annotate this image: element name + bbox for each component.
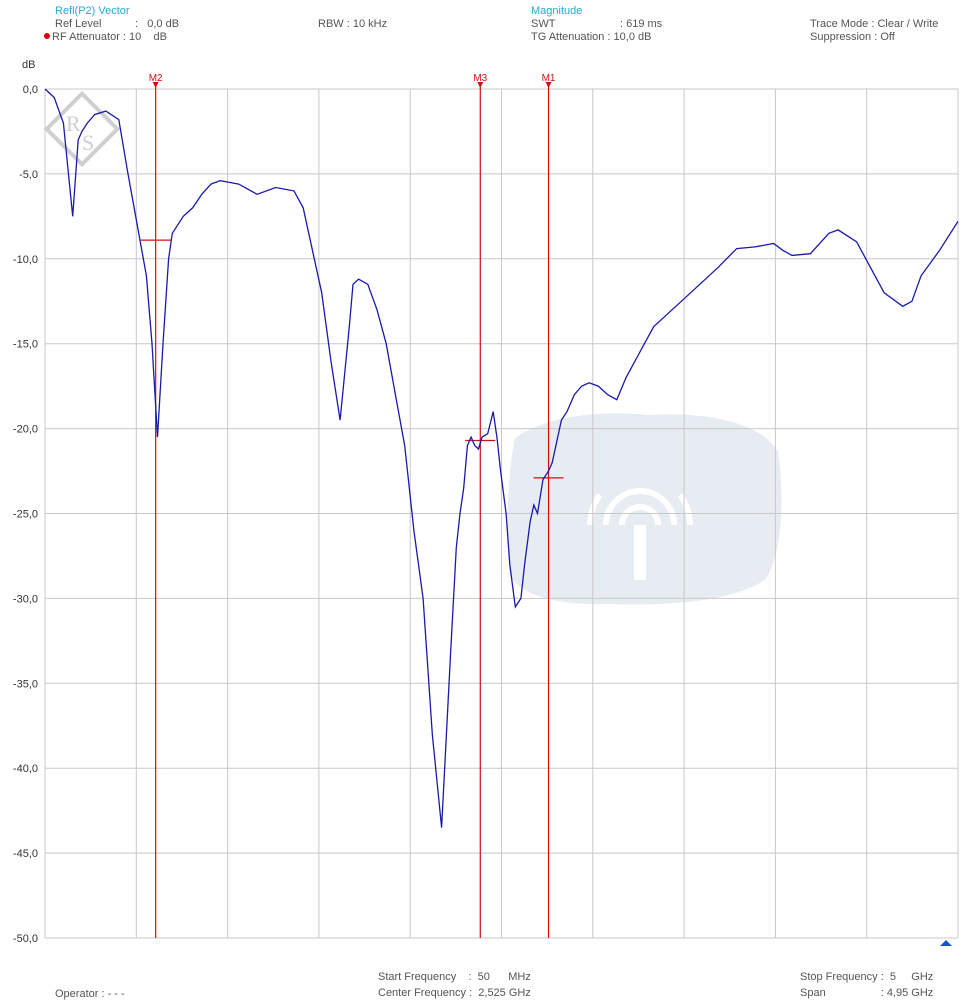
- y-tick-label: -45,0: [13, 848, 38, 860]
- y-tick-label: 0,0: [23, 84, 38, 96]
- span: Span : 4,95 GHz: [800, 987, 934, 999]
- rf-attenuator-text: RF Attenuator : 10 dB: [52, 31, 167, 43]
- trace-mode: Trace Mode : Clear / Write: [810, 18, 939, 30]
- marker-triangle-icon[interactable]: [545, 82, 552, 88]
- y-tick-label: -15,0: [13, 339, 38, 351]
- y-axis: 0,0 -5,0 -10,0 -15,0 -20,0 -25,0 -30,0 -35,0 -40…: [13, 84, 38, 945]
- marker-label: M1: [542, 73, 556, 84]
- ref-level-label: Ref Level: [55, 18, 102, 30]
- rf-attenuator: RF Attenuator : 10 dB: [44, 31, 167, 44]
- y-tick-label: -25,0: [13, 509, 38, 521]
- marker-label: M2: [149, 73, 163, 84]
- scroll-triangle-icon[interactable]: [940, 940, 952, 946]
- y-axis-unit: dB: [22, 59, 35, 71]
- y-tick-label: -40,0: [13, 763, 38, 775]
- y-tick-label: -50,0: [13, 933, 38, 945]
- svg-text:R: R: [66, 111, 81, 136]
- swt-label: SWT: [531, 18, 556, 30]
- measurement-title: Refl(P2) Vector: [55, 5, 130, 17]
- y-tick-label: -5,0: [19, 169, 38, 181]
- svg-text:S: S: [82, 130, 94, 155]
- stop-frequency: Stop Frequency : 5 GHz: [800, 971, 934, 983]
- y-tick-label: -10,0: [13, 254, 38, 266]
- swt-value: : 619 ms: [620, 18, 663, 30]
- status-dot-icon: [44, 33, 50, 39]
- tg-attenuation: TG Attenuation : 10,0 dB: [531, 31, 652, 43]
- format-title: Magnitude: [531, 5, 583, 17]
- marker-triangle-icon[interactable]: [477, 82, 484, 88]
- trace-line: [44, 88, 959, 828]
- chart-plot: R S 0,0 -5,0 -10,0 -15,0 -20,0 -25,0 -30,0 -35,…: [13, 59, 959, 946]
- y-tick-label: -35,0: [13, 678, 38, 690]
- markers: M1 M2 M3: [140, 73, 564, 938]
- rs-logo-icon: R S: [43, 90, 121, 168]
- marker-label: M3: [473, 73, 487, 84]
- operator: Operator : - - -: [55, 988, 125, 1000]
- rbw-readout: RBW : 10 kHz: [318, 18, 388, 30]
- grid: [44, 88, 959, 939]
- y-tick-label: -20,0: [13, 424, 38, 436]
- start-frequency: Start Frequency : 50 MHz: [378, 971, 531, 983]
- ref-level-value: : 0,0 dB: [135, 18, 180, 30]
- center-frequency: Center Frequency : 2,525 GHz: [378, 987, 531, 999]
- suppression: Suppression : Off: [810, 31, 895, 43]
- marker-triangle-icon[interactable]: [152, 82, 159, 88]
- y-tick-label: -30,0: [13, 593, 38, 605]
